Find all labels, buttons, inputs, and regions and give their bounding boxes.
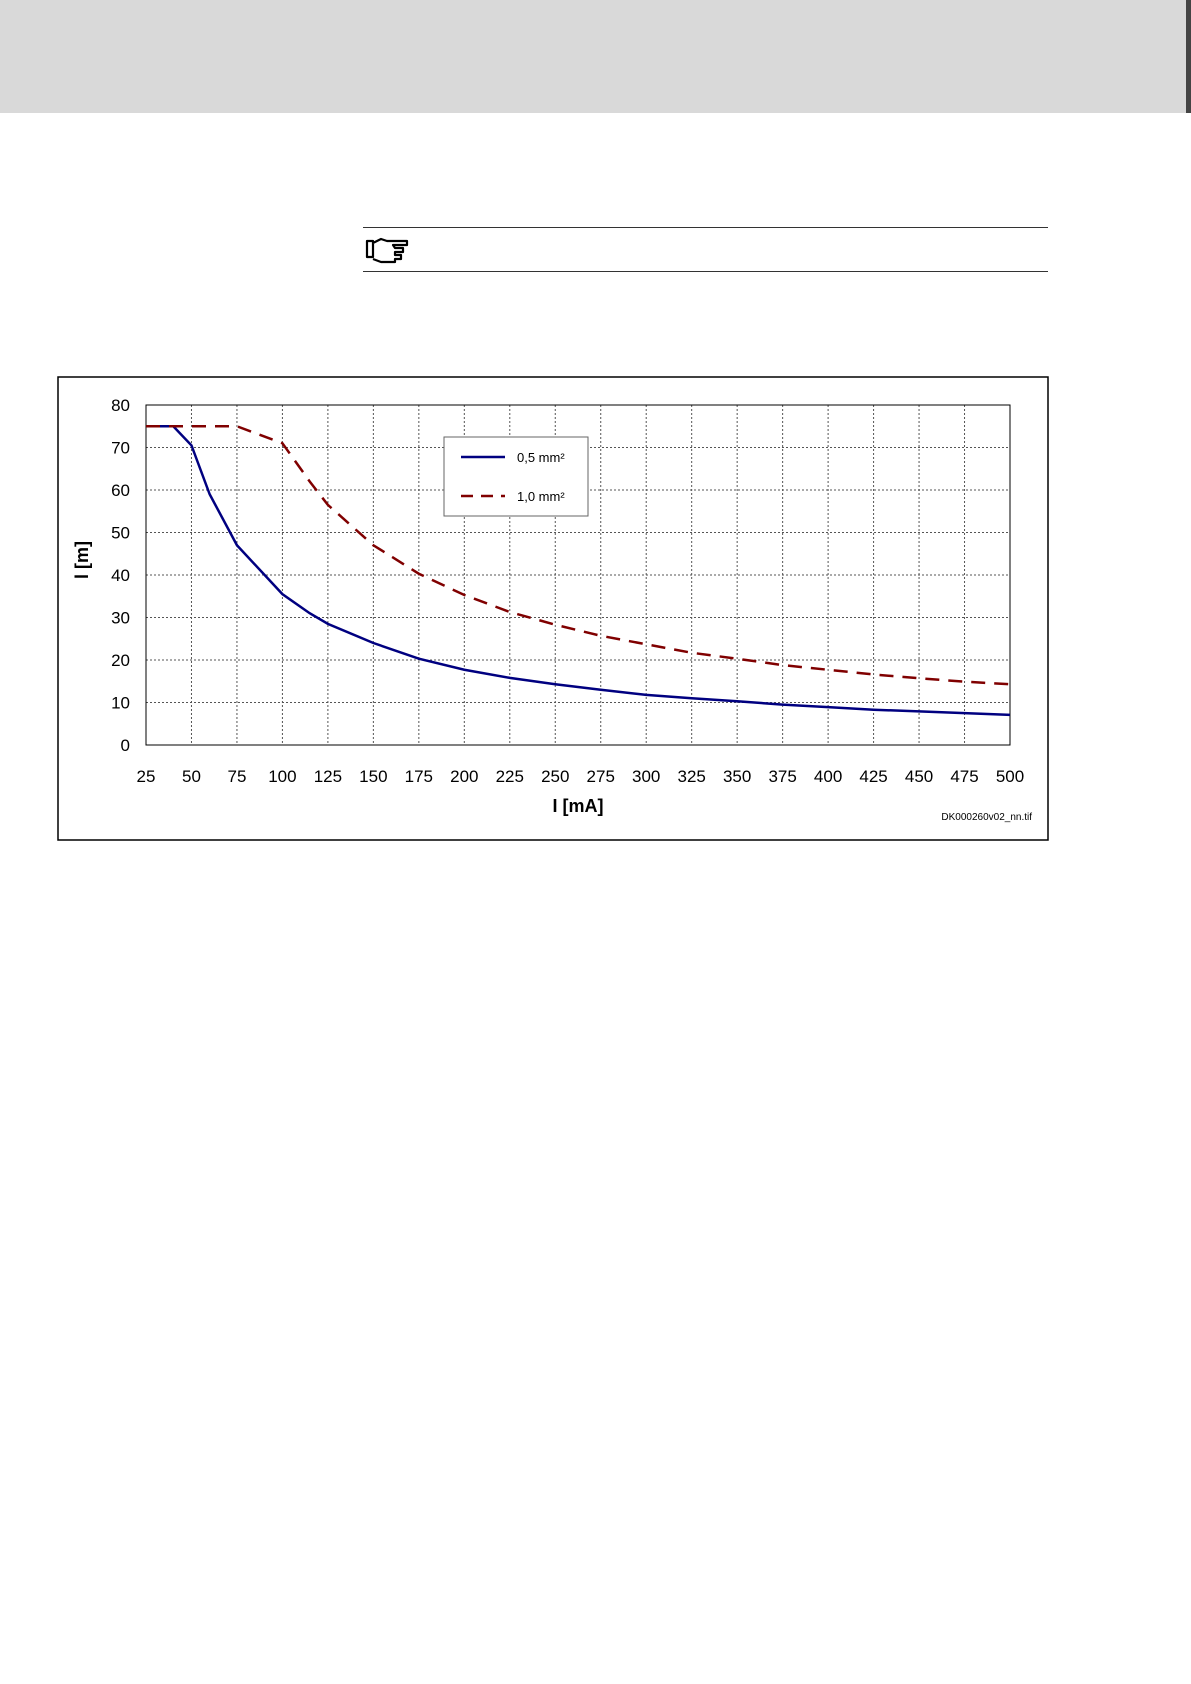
note-box [363, 227, 1048, 272]
x-tick-label: 450 [905, 767, 933, 786]
x-tick-label: 250 [541, 767, 569, 786]
data-line [146, 425, 1011, 686]
x-tick-label: 125 [314, 767, 342, 786]
edge-tab [1186, 0, 1191, 113]
figure-id: DK000260v02_nn.tif [941, 812, 1032, 823]
y-tick-label: 70 [111, 439, 130, 458]
x-tick-label: 25 [137, 767, 156, 786]
x-tick-label: 150 [359, 767, 387, 786]
x-tick-label: 375 [768, 767, 796, 786]
x-tick-label: 200 [450, 767, 478, 786]
data-line [146, 425, 1011, 717]
y-tick-label: 60 [111, 481, 130, 500]
hand-icon [365, 237, 409, 264]
x-tick-label: 500 [996, 767, 1024, 786]
x-tick-label: 275 [587, 767, 615, 786]
x-tick-label: 325 [677, 767, 705, 786]
y-tick-label: 10 [111, 694, 130, 713]
x-tick-label: 350 [723, 767, 751, 786]
legend-label: 0,5 mm² [517, 450, 565, 465]
y-tick-label: 50 [111, 524, 130, 543]
x-tick-label: 400 [814, 767, 842, 786]
x-tick-label: 225 [496, 767, 524, 786]
chart: l [m] I [mA] DK000260v02_nn.tif 0 10 20 30 4… [57, 376, 1049, 841]
x-tick-label: 50 [182, 767, 201, 786]
x-axis-label: I [mA] [553, 796, 604, 816]
x-tick-label: 300 [632, 767, 660, 786]
y-tick-label: 80 [111, 396, 130, 415]
y-tick-label: 40 [111, 566, 130, 585]
y-axis-label: l [m] [72, 541, 92, 579]
legend-label: 1,0 mm² [517, 489, 565, 504]
header-bar [0, 0, 1191, 113]
y-tick-label: 30 [111, 609, 130, 628]
x-tick-label: 175 [405, 767, 433, 786]
y-tick-label: 0 [121, 736, 130, 755]
x-tick-label: 475 [950, 767, 978, 786]
x-tick-label: 75 [227, 767, 246, 786]
x-tick-label: 100 [268, 767, 296, 786]
chart-frame [57, 376, 1049, 841]
legend-box [443, 436, 589, 517]
y-tick-label: 20 [111, 651, 130, 670]
plot-area [145, 404, 1011, 746]
x-tick-label: 425 [859, 767, 887, 786]
